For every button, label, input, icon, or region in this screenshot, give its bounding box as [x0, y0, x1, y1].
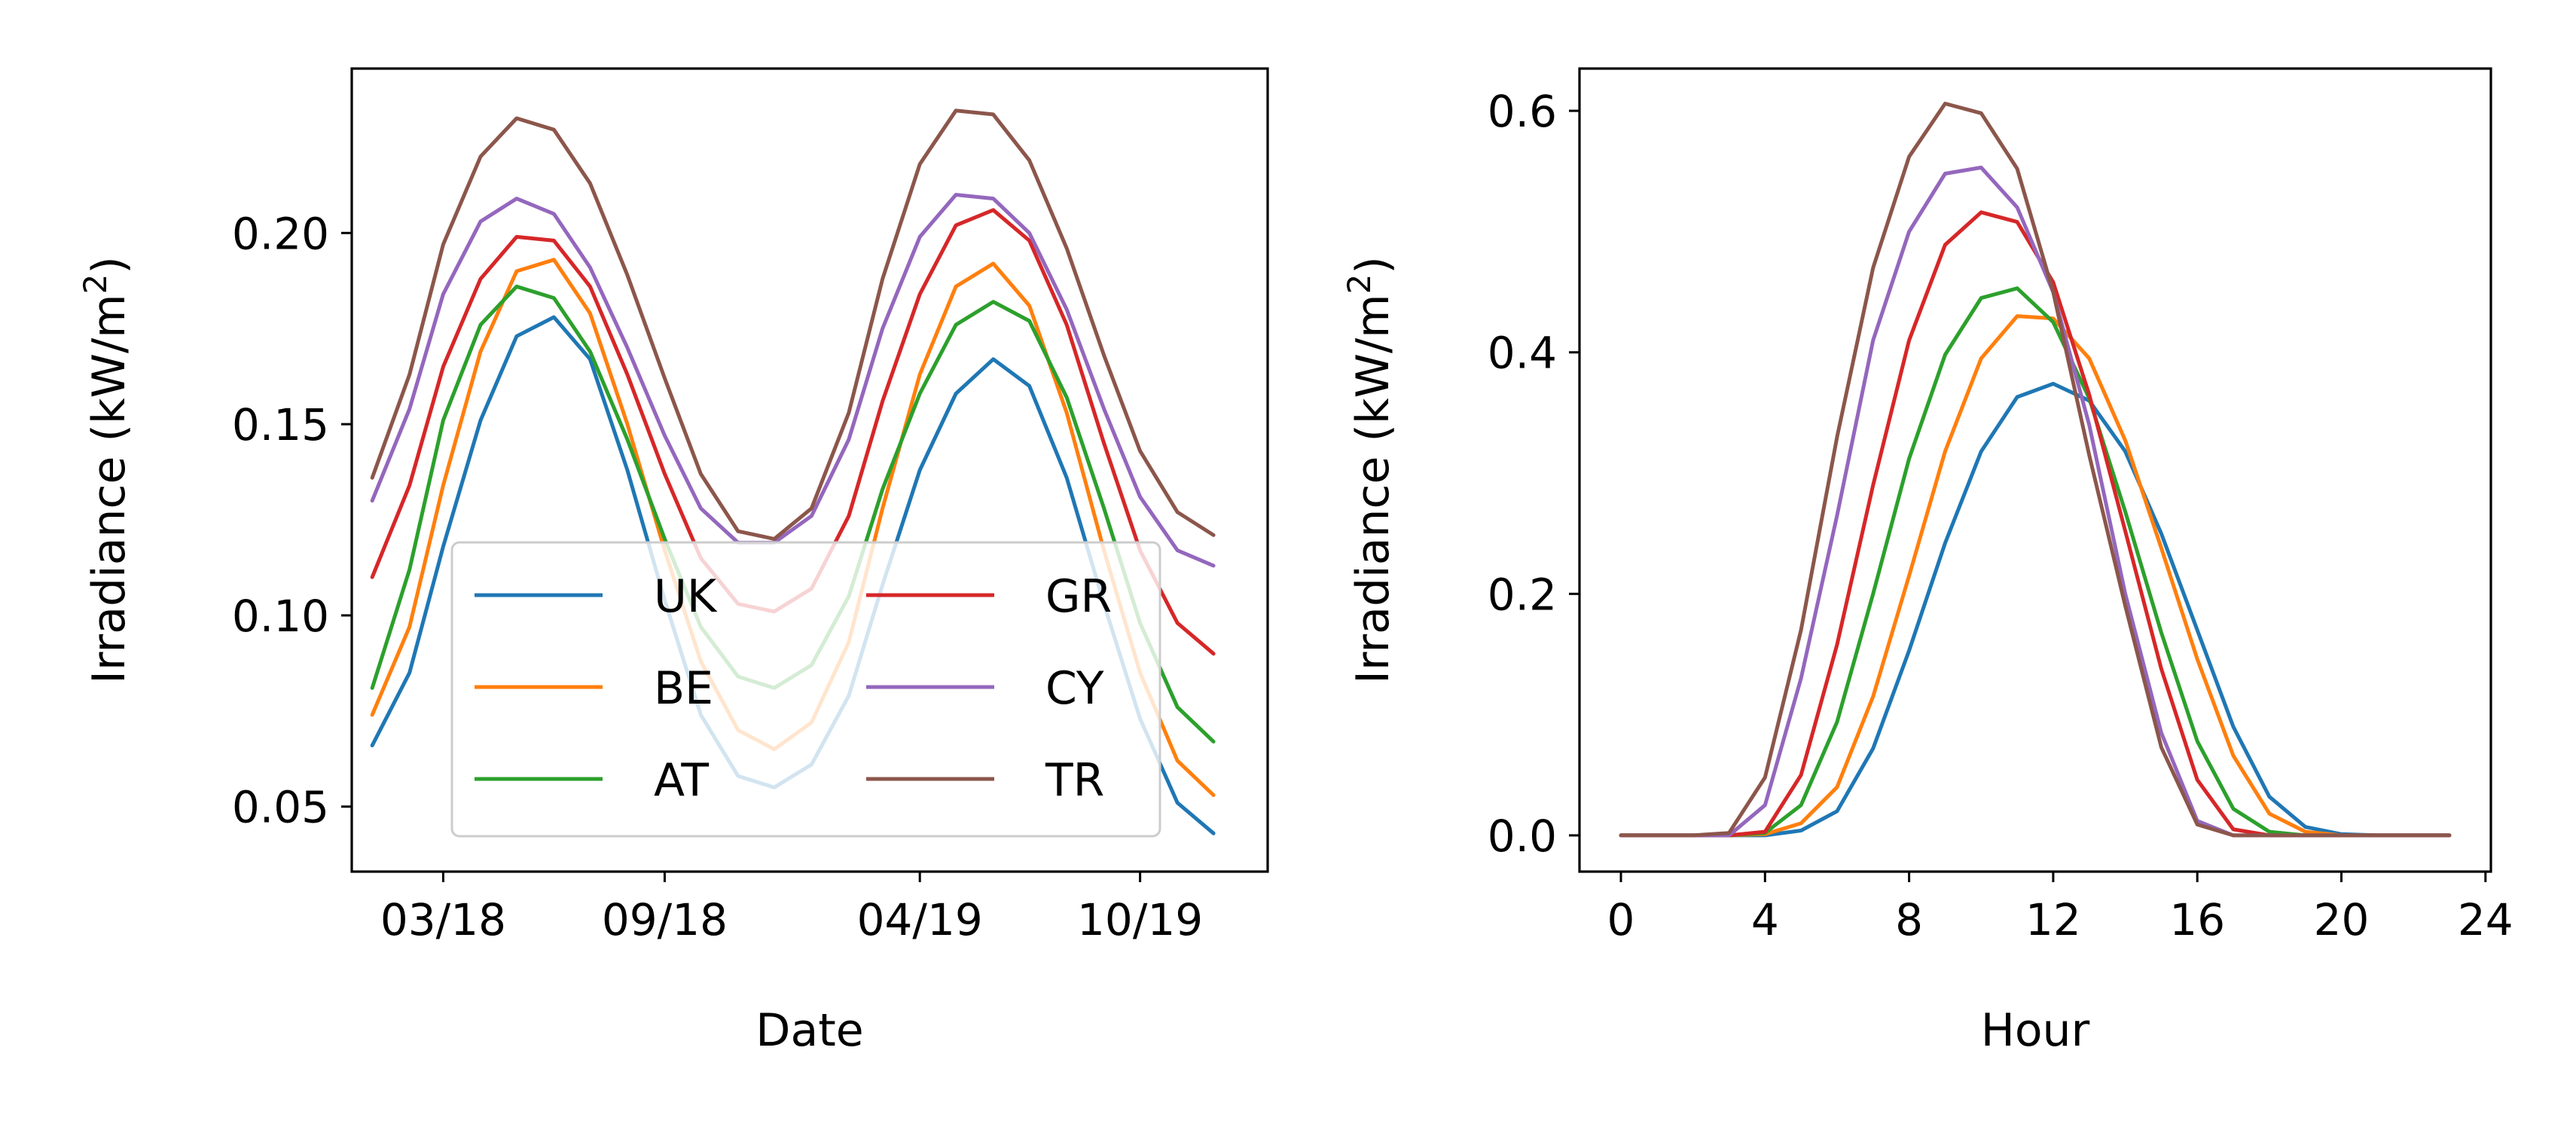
x-tick-label: 10/19 — [1077, 894, 1203, 945]
chart-1-ticks: 0 4 8 12 16 20 24 0.0 0.2 0.4 0.6 — [1488, 86, 2513, 945]
y-tick-label: 0.10 — [232, 591, 329, 642]
series-line-cy — [370, 193, 1216, 568]
chart-0-y-label-close: ) — [83, 256, 136, 273]
series-line-tr — [370, 108, 1216, 541]
legend-label: AT — [654, 754, 709, 807]
daily-irradiance-chart: 0 4 8 12 16 20 24 0.0 0.2 0.4 0.6 Hour Irradiance … — [1341, 67, 2513, 1057]
legend-box — [450, 541, 1161, 838]
x-tick-label: 16 — [2169, 894, 2225, 945]
chart-0-y-label-main: Irradiance (kW/m — [83, 294, 136, 683]
x-tick-label: 0 — [1607, 894, 1635, 945]
chart-1-y-label-main: Irradiance (kW/m — [1347, 294, 1399, 683]
chart-0-x-axis-label: Date — [755, 1004, 863, 1057]
legend-label: CY — [1045, 662, 1104, 715]
x-tick-label: 24 — [2458, 894, 2513, 945]
chart-0-y-label-superscript: 2 — [77, 274, 114, 295]
legend-item-uk: UK — [475, 570, 718, 623]
y-tick-label: 0.6 — [1488, 86, 1557, 137]
legend-item-tr: TR — [866, 754, 1104, 807]
x-tick-label: 4 — [1751, 894, 1779, 945]
x-tick-label: 12 — [2025, 894, 2081, 945]
legend-label: GR — [1045, 570, 1112, 623]
series-line-tr — [1619, 102, 2452, 838]
y-tick-label: 0.20 — [232, 208, 329, 259]
legend-item-at: AT — [475, 754, 709, 807]
legend-item-be: BE — [475, 662, 713, 715]
chart-0-legend: UK BE AT GR CY TR — [450, 541, 1161, 838]
y-tick-label: 0.05 — [232, 782, 329, 833]
chart-0-plot-frame — [350, 67, 1269, 873]
legend-item-gr: GR — [866, 570, 1112, 623]
y-tick-label: 0.0 — [1488, 811, 1557, 862]
chart-1-x-axis-label: Hour — [1981, 1004, 2090, 1057]
chart-1-y-label-superscript: 2 — [1341, 274, 1378, 295]
x-tick-label: 04/19 — [857, 894, 983, 945]
legend-label: UK — [654, 570, 718, 623]
y-tick-label: 0.2 — [1488, 569, 1557, 620]
x-tick-label: 03/18 — [380, 894, 506, 945]
chart-1-y-axis-label: Irradiance (kW/m2) — [1341, 256, 1400, 684]
chart-1-plot-frame — [1578, 67, 2492, 873]
chart-0-ticks: 03/18 09/18 04/19 10/19 0.05 0.10 0.15 0.20 — [232, 208, 1203, 945]
legend-item-cy: CY — [866, 662, 1104, 715]
x-tick-label: 09/18 — [602, 894, 728, 945]
chart-0-y-axis-label: Irradiance (kW/m2) — [77, 256, 136, 684]
y-tick-label: 0.4 — [1488, 328, 1557, 379]
legend-label: BE — [654, 662, 713, 715]
x-tick-label: 8 — [1895, 894, 1923, 945]
chart-1-y-label-close: ) — [1347, 256, 1399, 273]
legend-label: TR — [1045, 754, 1104, 807]
y-tick-label: 0.15 — [232, 399, 329, 450]
chart-1-series — [1619, 102, 2452, 838]
x-tick-label: 20 — [2314, 894, 2370, 945]
seasonal-irradiance-chart: UK BE AT GR CY TR 03/18 09/18 04/19 10/19 0.05 0.1… — [77, 67, 1269, 1057]
